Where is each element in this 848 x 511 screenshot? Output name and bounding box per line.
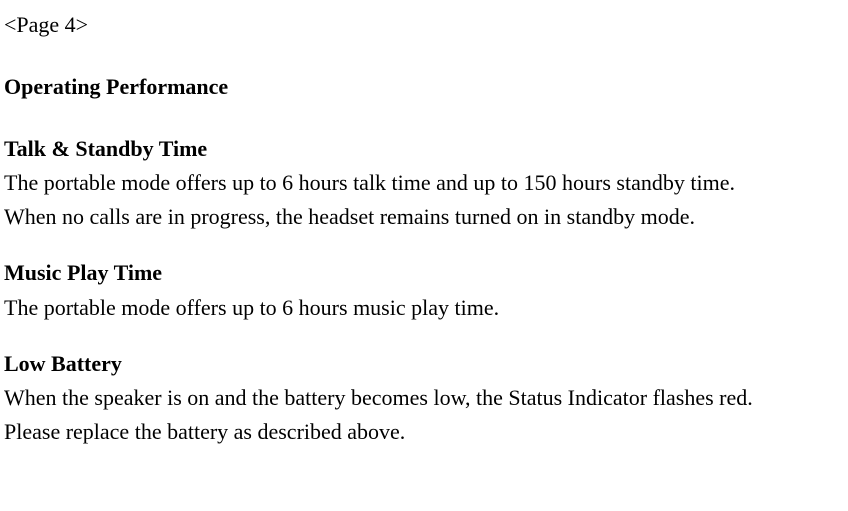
section-heading-talk-standby: Talk & Standby Time <box>4 132 844 166</box>
section-heading-music-play: Music Play Time <box>4 256 844 290</box>
spacer <box>4 234 844 256</box>
body-text: When the speaker is on and the battery b… <box>4 381 844 415</box>
section-heading-low-battery: Low Battery <box>4 347 844 381</box>
page-marker: <Page 4> <box>4 8 844 42</box>
body-text: The portable mode offers up to 6 hours t… <box>4 166 844 200</box>
document-page: <Page 4> Operating Performance Talk & St… <box>0 0 848 449</box>
spacer <box>4 42 844 70</box>
spacer <box>4 104 844 132</box>
spacer <box>4 325 844 347</box>
body-text: When no calls are in progress, the heads… <box>4 200 844 234</box>
body-text: The portable mode offers up to 6 hours m… <box>4 291 844 325</box>
main-title: Operating Performance <box>4 70 844 104</box>
body-text: Please replace the battery as described … <box>4 415 844 449</box>
